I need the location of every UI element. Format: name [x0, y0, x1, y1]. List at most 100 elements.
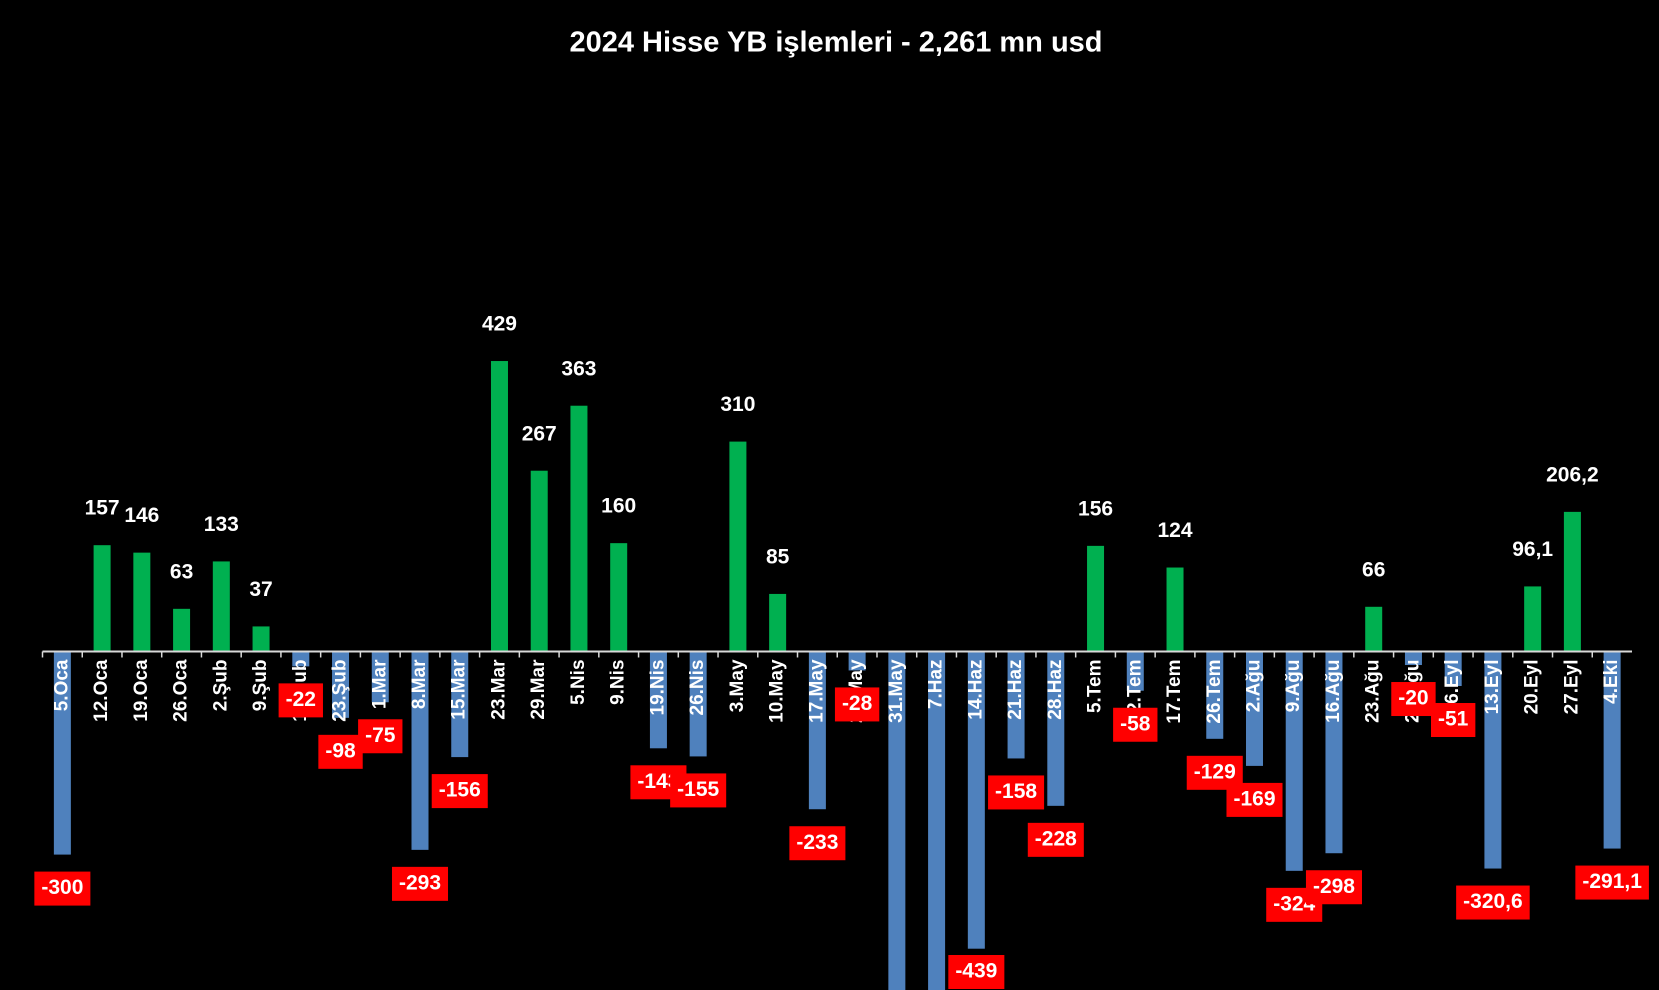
x-tick-label: 8.Mar [409, 659, 430, 709]
x-tick-label: 21.Haz [1005, 659, 1026, 719]
x-tick-label: 26.Tem [1204, 659, 1225, 723]
x-tick-label: 19.Oca [131, 659, 152, 722]
value-label: -155 [677, 778, 719, 801]
bar [1166, 567, 1184, 652]
bar [1404, 651, 1422, 666]
x-tick-label: 13.Eyl [1482, 659, 1503, 714]
bar [530, 470, 548, 652]
value-label: 160 [601, 495, 636, 518]
x-tick-label: 4.Eki [1601, 659, 1622, 703]
value-label: 206,2 [1546, 463, 1599, 486]
value-label: -293 [399, 871, 441, 894]
bar [1603, 651, 1621, 849]
x-tick-label: 19.Nis [647, 659, 668, 715]
x-tick-label: 15.Mar [449, 659, 470, 720]
x-tick-label: 29.Mar [528, 659, 549, 720]
value-label: 63 [170, 560, 193, 583]
bar [1126, 651, 1144, 691]
bar [1245, 651, 1263, 766]
value-label-box [1113, 707, 1158, 742]
value-label: 310 [720, 393, 755, 416]
bar [1007, 651, 1025, 759]
x-tick-label: 20.Eyl [1522, 659, 1543, 714]
value-label-box [278, 683, 323, 718]
bar [252, 626, 270, 652]
bar [411, 651, 429, 850]
value-label: -439 [955, 960, 997, 983]
value-label: 133 [204, 513, 239, 536]
value-label: -75 [365, 724, 396, 747]
x-tick-label: 17.May [806, 659, 827, 723]
value-label: -22 [286, 688, 316, 711]
value-label-box [431, 774, 488, 809]
x-tick-label: 9.Nis [608, 659, 629, 704]
value-label-box [34, 871, 91, 906]
value-label: 66 [1362, 558, 1385, 581]
bar [53, 651, 71, 855]
value-label: -51 [1438, 708, 1469, 731]
bar [371, 651, 389, 703]
value-label-box [318, 734, 363, 769]
x-tick-label: 12.Oca [91, 659, 112, 722]
value-label-box [1431, 703, 1476, 738]
value-label: 429 [482, 313, 517, 336]
bar [212, 561, 230, 652]
bar [1087, 545, 1105, 652]
value-label: -324 [1273, 892, 1315, 915]
value-label-box [789, 826, 846, 861]
value-label: 156 [1078, 497, 1113, 520]
value-label: -28 [842, 692, 873, 715]
bar [173, 608, 191, 652]
bar [1285, 651, 1303, 871]
bar [928, 651, 946, 990]
bar [570, 405, 588, 652]
x-tick-label: 9.Şub [250, 659, 271, 711]
bar [451, 651, 469, 758]
x-tick-label: 5.Nis [568, 659, 589, 704]
x-tick-label: 12.Tem [1124, 659, 1145, 723]
x-tick-label: 9.Ağu [1283, 659, 1304, 712]
bar [888, 651, 906, 990]
bar [769, 593, 787, 652]
value-label: -228 [1035, 827, 1077, 850]
bar [967, 651, 985, 949]
bar [1365, 606, 1383, 652]
bar [133, 552, 151, 652]
bar [649, 651, 667, 749]
value-label-box [948, 955, 1005, 989]
value-label: 85 [766, 545, 790, 568]
bar [689, 651, 707, 757]
value-label: 96,1 [1512, 538, 1553, 561]
value-label: 157 [85, 497, 120, 520]
bar [490, 361, 508, 652]
x-tick-label: 10.May [767, 659, 788, 723]
x-tick-label: 28.Haz [1045, 659, 1066, 719]
x-tick-label: 2.Şub [210, 659, 231, 711]
x-tick-label: 23.Ağu [1363, 659, 1384, 722]
x-tick-label: 16.Ağu [1323, 659, 1344, 722]
x-tick-label: 26.Oca [171, 659, 192, 722]
x-tick-label: 7.Haz [926, 659, 947, 709]
value-label: -20 [1398, 687, 1428, 710]
value-label: -300 [41, 876, 83, 899]
x-tick-label: 27.Eyl [1561, 659, 1582, 714]
value-label: 363 [561, 357, 596, 380]
value-label: -169 [1233, 787, 1275, 810]
value-label-box [1575, 865, 1649, 900]
value-label: -158 [995, 780, 1037, 803]
bars [53, 361, 1621, 990]
chart-title: 2024 Hisse YB işlemleri - 2,261 mn usd [569, 27, 1102, 59]
value-label-box [358, 719, 403, 754]
value-label: -298 [1313, 875, 1355, 898]
value-label: 146 [124, 504, 159, 527]
value-label-box [1226, 782, 1283, 817]
x-tick-label: 26.Nis [687, 659, 708, 715]
bar [1563, 511, 1581, 652]
value-label-box [1027, 822, 1084, 857]
value-label: -143 [637, 770, 679, 793]
value-label: 267 [522, 422, 557, 445]
value-label: -156 [439, 779, 481, 802]
labels: -300 157 146 63 133 37 -22 -98 -75 -293 -156 429 267… [34, 313, 1649, 989]
